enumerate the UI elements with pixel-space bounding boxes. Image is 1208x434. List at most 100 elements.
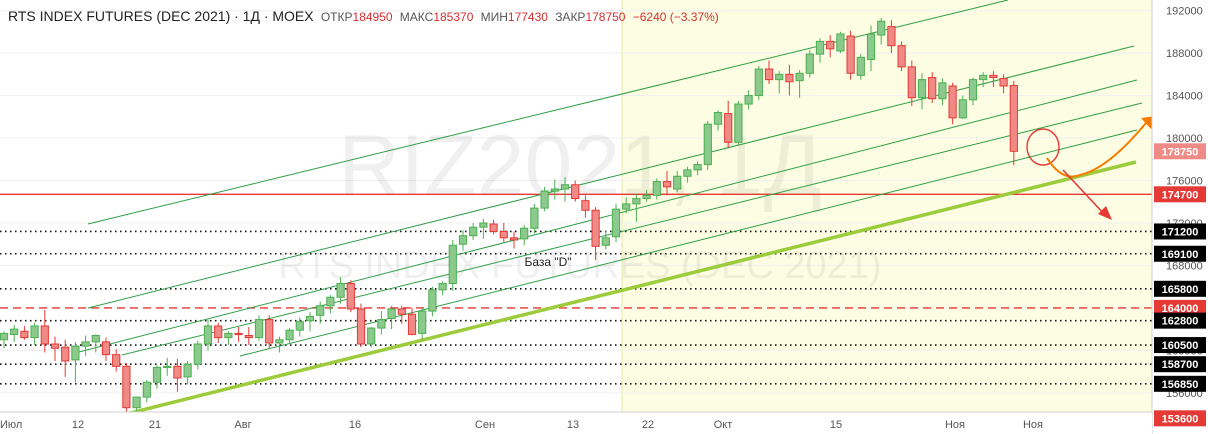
candle-body bbox=[326, 296, 335, 307]
level-price-tag: 171200 bbox=[1162, 226, 1199, 238]
candle bbox=[887, 20, 896, 54]
candle bbox=[530, 203, 539, 234]
candle bbox=[897, 41, 906, 72]
candle bbox=[152, 365, 162, 389]
candle-body bbox=[489, 223, 498, 232]
time-tick-label: Окт bbox=[714, 419, 733, 431]
candle bbox=[785, 64, 794, 96]
candle-body bbox=[550, 188, 559, 192]
candle-body bbox=[907, 66, 916, 99]
candle-body bbox=[81, 341, 90, 347]
level-price-tag-bg bbox=[1154, 356, 1206, 373]
candle bbox=[101, 337, 111, 361]
candle bbox=[397, 305, 406, 324]
candle-body bbox=[693, 164, 702, 171]
candle-body bbox=[244, 335, 253, 339]
candle-body bbox=[560, 184, 570, 190]
candle bbox=[10, 324, 19, 342]
level-price-tag-bg bbox=[1154, 337, 1206, 354]
candle-body bbox=[632, 198, 641, 205]
candle bbox=[336, 277, 345, 304]
candle-body bbox=[724, 113, 733, 143]
candle-body bbox=[795, 72, 804, 82]
candle bbox=[938, 78, 947, 106]
candle-body bbox=[295, 321, 304, 331]
symbol-title[interactable]: RTS INDEX FUTURES (DEC 2021) · 1Д · MOEX bbox=[8, 8, 314, 24]
level-price-tag-bg bbox=[1154, 312, 1206, 329]
candle-body bbox=[1009, 84, 1018, 152]
high-value: 185370 bbox=[433, 10, 474, 24]
candle-body bbox=[581, 200, 590, 211]
candle-body bbox=[356, 308, 366, 345]
candle bbox=[173, 358, 182, 392]
close-label: ЗАКР bbox=[555, 10, 586, 24]
candle-body bbox=[458, 235, 468, 245]
candle-body bbox=[101, 341, 111, 356]
candle-body bbox=[611, 208, 621, 238]
time-tick-label: 13 bbox=[567, 419, 579, 431]
time-tick-label: Авг bbox=[234, 419, 251, 431]
candle bbox=[846, 30, 855, 80]
candle-body bbox=[856, 56, 865, 76]
candle bbox=[224, 331, 233, 346]
candle bbox=[316, 301, 325, 324]
candle bbox=[71, 341, 80, 383]
candle-body bbox=[152, 366, 162, 383]
candle bbox=[907, 60, 916, 107]
candle-body bbox=[163, 365, 172, 368]
candle bbox=[203, 319, 213, 351]
candle-body bbox=[285, 329, 294, 341]
candle-body bbox=[815, 40, 825, 55]
candles bbox=[0, 18, 1018, 419]
candle bbox=[112, 349, 121, 372]
price-tick-label: 180000 bbox=[1166, 133, 1203, 145]
candle-body bbox=[530, 207, 539, 229]
orange-arrow-path bbox=[1046, 117, 1151, 178]
candle bbox=[438, 281, 447, 296]
candle-body bbox=[183, 363, 192, 378]
candle bbox=[673, 170, 682, 193]
candle bbox=[622, 197, 631, 214]
candle-body bbox=[509, 237, 519, 241]
candle-body bbox=[275, 339, 284, 344]
candle-body bbox=[887, 26, 896, 47]
candle-body bbox=[622, 203, 631, 210]
level-price-tag-bg bbox=[1154, 280, 1206, 297]
main-trendline bbox=[69, 160, 1137, 430]
candle-body bbox=[979, 74, 988, 81]
candle bbox=[142, 380, 151, 403]
candle bbox=[958, 95, 967, 119]
open-value: 184950 bbox=[352, 10, 393, 24]
candle bbox=[795, 70, 804, 98]
last-candle-circle bbox=[1026, 128, 1060, 166]
candle-body bbox=[234, 332, 243, 336]
change-value: −6240 (−3.37%) bbox=[632, 10, 719, 24]
candle bbox=[928, 72, 937, 103]
candle-body bbox=[193, 343, 202, 365]
candle bbox=[703, 121, 712, 170]
level-price-tag: 153600 bbox=[1162, 413, 1199, 425]
candle bbox=[254, 315, 264, 341]
candle-body bbox=[713, 112, 723, 125]
time-tick-label: Ноя bbox=[1023, 419, 1043, 431]
candle-body bbox=[112, 354, 121, 367]
candle bbox=[662, 170, 672, 196]
price-tick-label: 192000 bbox=[1166, 6, 1203, 18]
candle bbox=[295, 317, 304, 337]
level-price-tag: 169100 bbox=[1162, 249, 1199, 261]
candle bbox=[540, 186, 549, 212]
candle bbox=[30, 322, 39, 346]
candle bbox=[81, 335, 90, 356]
candle-body bbox=[999, 78, 1008, 87]
candle bbox=[979, 72, 988, 88]
candle bbox=[520, 225, 529, 246]
candle bbox=[407, 307, 417, 336]
candle bbox=[91, 334, 100, 353]
price-tick-label: 176000 bbox=[1166, 175, 1203, 187]
level-price-tag: 164000 bbox=[1162, 303, 1199, 315]
candle bbox=[50, 336, 60, 361]
candle-body bbox=[877, 20, 886, 36]
candle-body bbox=[336, 282, 345, 298]
candle-body bbox=[30, 325, 39, 339]
